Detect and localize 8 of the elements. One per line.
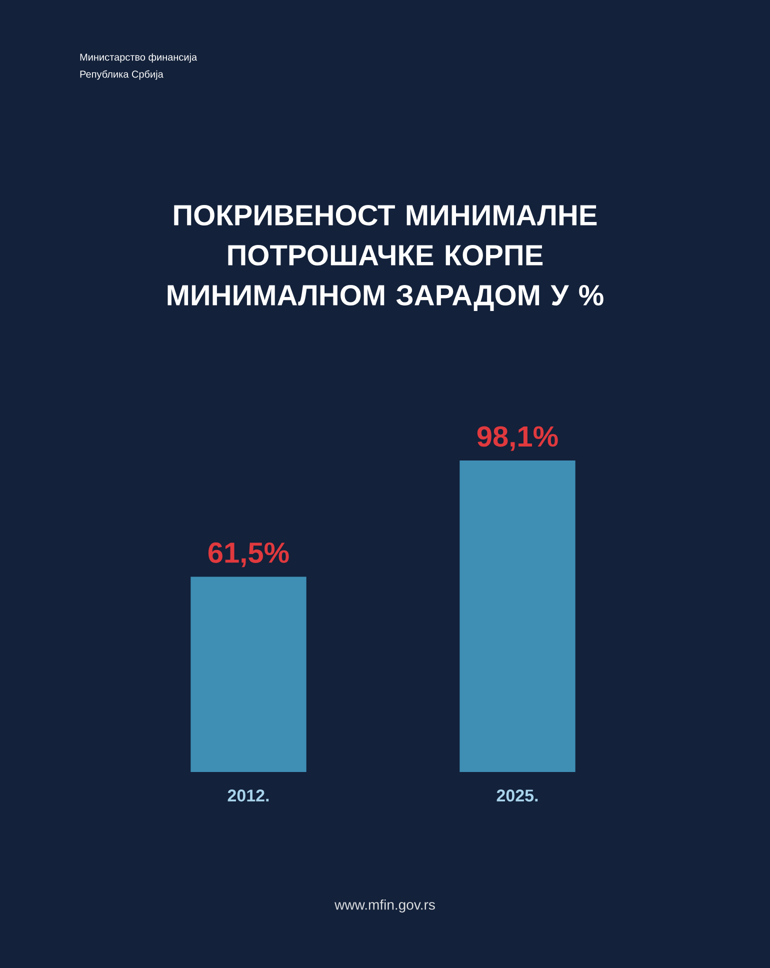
x-tick-label: 2025. xyxy=(496,790,538,802)
text: www.mfin.gov.rs xyxy=(334,899,435,913)
x-tick-label: 2012. xyxy=(228,790,269,802)
chart-title: ПОКРИВЕНОСТ МИНИМАЛНЕ ПОТРОШАЧКЕ КОРПЕ МИНИМАЛНОМ ЗАРАДОМ У % xyxy=(168,204,604,311)
text: Република Србија xyxy=(80,70,164,80)
data-label: 61,5% xyxy=(208,542,289,568)
text: Министарство финансија xyxy=(80,53,198,63)
data-label: 98,1% xyxy=(477,426,558,451)
